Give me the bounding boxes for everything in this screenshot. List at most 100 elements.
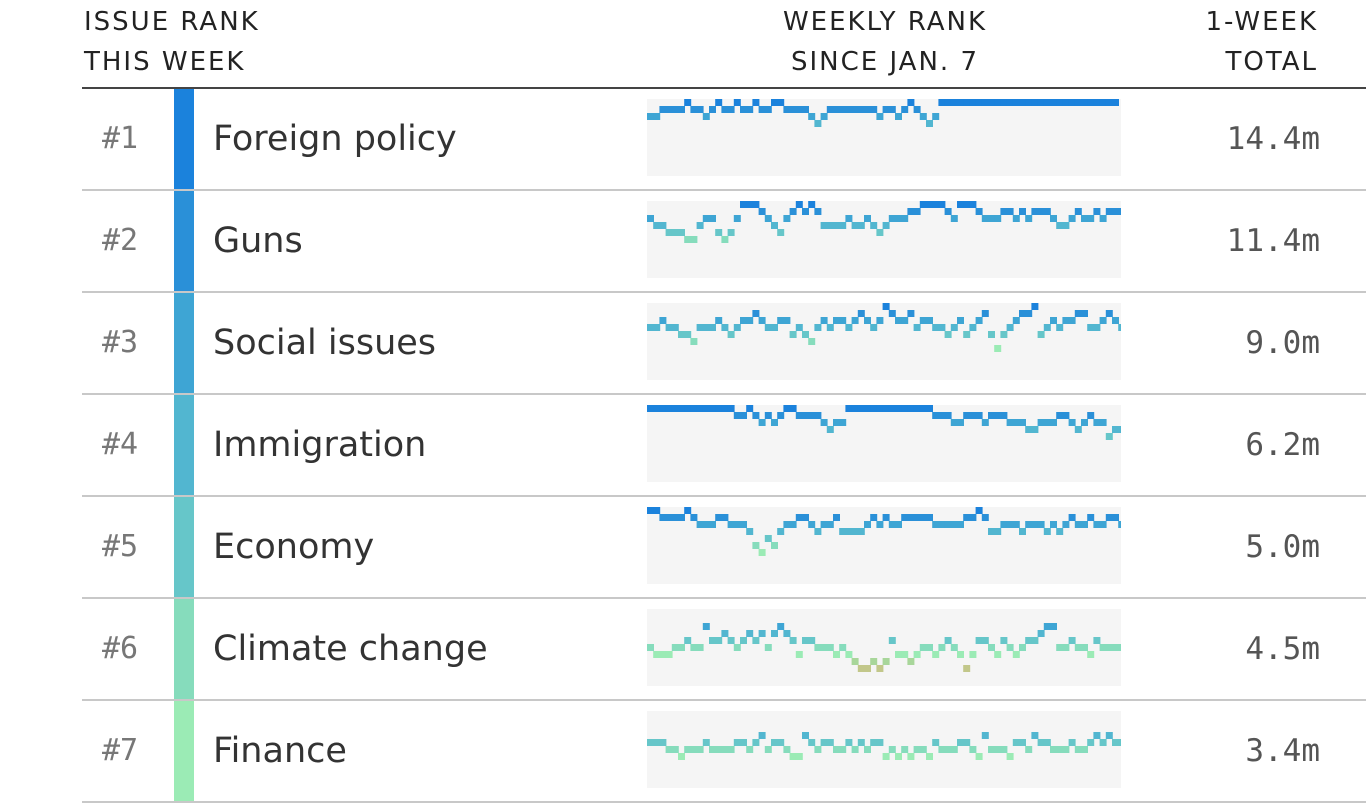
rank-cell bbox=[1074, 99, 1082, 106]
rank-cell bbox=[684, 405, 692, 412]
rank-cell bbox=[833, 106, 840, 113]
rank-cell bbox=[802, 732, 809, 739]
rank-cell bbox=[702, 521, 710, 528]
rank-cell bbox=[746, 405, 754, 412]
rank-cell bbox=[944, 521, 952, 528]
rank-cell bbox=[752, 637, 760, 644]
rank-cell bbox=[653, 222, 661, 229]
rank-color-bar bbox=[174, 701, 194, 801]
weekly-rank-sparkline bbox=[647, 711, 1121, 788]
rank-cell bbox=[1062, 746, 1070, 753]
header-issue-rank: ISSUE RANK THIS WEEK bbox=[84, 2, 260, 82]
rank-cell bbox=[957, 739, 964, 746]
rank-cell bbox=[895, 521, 902, 528]
rank-cell bbox=[913, 651, 921, 658]
rank-cell bbox=[789, 208, 797, 215]
rank-cell bbox=[802, 412, 809, 419]
rank-cell bbox=[926, 317, 933, 324]
rank-label: #2 bbox=[102, 223, 139, 258]
rank-cell bbox=[1006, 753, 1014, 760]
rank-cell bbox=[758, 549, 766, 556]
rank-cell bbox=[857, 405, 865, 412]
rank-cell bbox=[988, 746, 995, 753]
rank-color-bar bbox=[174, 599, 194, 699]
rank-cell bbox=[795, 514, 803, 521]
rank-cell bbox=[789, 331, 797, 338]
rank-cell bbox=[814, 324, 822, 331]
rank-cell bbox=[702, 405, 710, 412]
rank-cell bbox=[851, 405, 859, 412]
rank-cell bbox=[826, 324, 834, 331]
rank-cell bbox=[845, 324, 853, 331]
rank-cell bbox=[653, 405, 661, 412]
issue-name: Foreign policy bbox=[213, 119, 457, 159]
rank-cell bbox=[684, 507, 692, 514]
rank-cell bbox=[845, 106, 853, 113]
rank-cell bbox=[1012, 317, 1020, 324]
weekly-rank-sparkline bbox=[647, 201, 1121, 278]
rank-cell bbox=[795, 106, 803, 113]
rank-cell bbox=[994, 99, 1002, 106]
rank-cell bbox=[696, 521, 704, 528]
rank-cell bbox=[864, 521, 871, 528]
rank-cell bbox=[1112, 317, 1119, 324]
rank-cell bbox=[1025, 310, 1033, 317]
rank-cell bbox=[795, 201, 803, 208]
table-row: #2 Guns 11.4m bbox=[82, 191, 1366, 293]
rank-color-bar bbox=[174, 191, 194, 291]
rank-cell bbox=[653, 651, 661, 658]
rank-cell bbox=[988, 331, 995, 338]
rank-cell bbox=[690, 746, 698, 753]
rank-cell bbox=[764, 535, 772, 542]
rank-cell bbox=[981, 514, 989, 521]
rank-cell bbox=[1037, 208, 1045, 215]
weekly-rank-sparkline bbox=[647, 405, 1121, 482]
rank-cell bbox=[764, 412, 772, 419]
sparkline-background bbox=[647, 303, 1121, 380]
rank-cell bbox=[938, 99, 946, 106]
table-row: #5 Economy 5.0m bbox=[82, 497, 1366, 599]
rank-cell bbox=[733, 99, 741, 106]
rank-cell bbox=[771, 99, 778, 106]
rank-cell bbox=[895, 405, 902, 412]
rank-cell bbox=[740, 412, 747, 419]
rank-cell bbox=[895, 113, 902, 120]
rank-cell bbox=[808, 338, 816, 345]
rank-cell bbox=[870, 405, 878, 412]
rank-cell bbox=[1012, 651, 1020, 658]
rank-cell bbox=[746, 528, 754, 535]
rank-cell bbox=[1006, 644, 1014, 651]
rank-cell bbox=[671, 324, 679, 331]
rank-cell bbox=[1031, 99, 1039, 106]
rank-cell bbox=[907, 208, 915, 215]
rank-cell bbox=[950, 99, 958, 106]
rank-cell bbox=[665, 229, 673, 236]
rank-cell bbox=[659, 405, 667, 412]
table-row: #3 Social issues 9.0m bbox=[82, 293, 1366, 395]
rank-cell bbox=[932, 324, 940, 331]
rank-cell bbox=[994, 528, 1002, 535]
rank-cell bbox=[1000, 637, 1008, 644]
header-weekly-line1: WEEKLY RANK bbox=[782, 7, 988, 37]
rank-cell bbox=[721, 405, 729, 412]
rank-cell bbox=[963, 665, 971, 672]
rank-cell bbox=[1118, 739, 1121, 746]
rank-cell bbox=[802, 331, 809, 338]
rank-cell bbox=[845, 528, 853, 535]
rank-cell bbox=[814, 208, 822, 215]
rank-cell bbox=[1012, 419, 1020, 426]
rank-cell bbox=[957, 521, 964, 528]
rank-cell bbox=[950, 215, 958, 222]
rank-cell bbox=[1025, 746, 1033, 753]
rank-cell bbox=[1099, 521, 1107, 528]
sparkline-background bbox=[647, 609, 1121, 686]
rank-cell bbox=[1105, 99, 1113, 106]
rank-cell bbox=[882, 405, 890, 412]
rank-cell bbox=[777, 412, 785, 419]
rank-cell bbox=[1000, 412, 1008, 419]
rank-cell bbox=[901, 405, 909, 412]
rank-cell bbox=[944, 637, 952, 644]
rank-cell bbox=[888, 637, 896, 644]
rank-cell bbox=[907, 753, 915, 760]
rank-cell bbox=[820, 644, 828, 651]
